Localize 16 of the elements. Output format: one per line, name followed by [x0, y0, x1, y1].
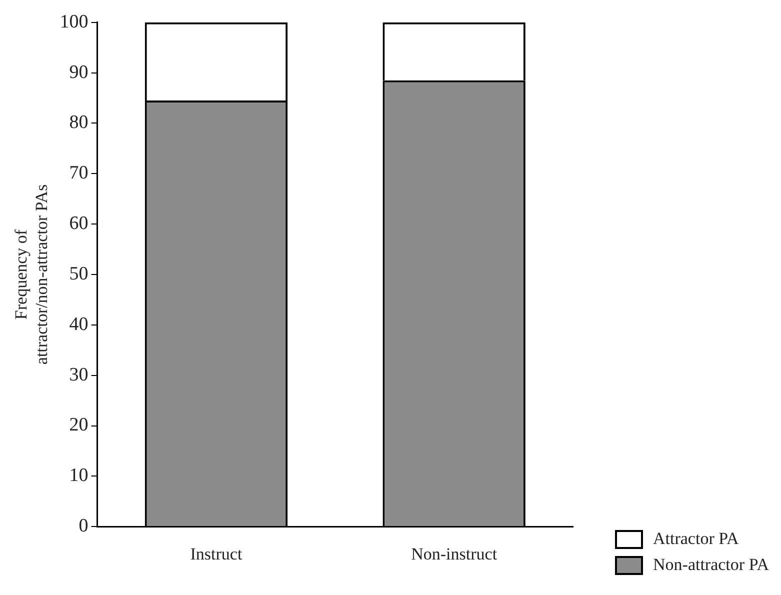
y-tick-label: 50 [69, 263, 88, 284]
x-tick-label: Non-instruct [411, 544, 498, 564]
y-tick-label: 80 [69, 112, 88, 134]
x-tick-label: Instruct [190, 544, 242, 564]
y-tick-label: 60 [69, 213, 88, 234]
text: Non-attractor PA [653, 555, 769, 575]
legend-label: Attractor PA [653, 529, 739, 549]
y-tick-label: 70 [69, 162, 88, 184]
y-tick-label: 40 [69, 314, 88, 335]
y-tick-label: 20 [69, 414, 88, 436]
y-tick-label: 10 [69, 465, 88, 486]
y-tick-label: 0 [78, 516, 88, 537]
y-axis-title: Frequency of attractor/non-attractor PAs [12, 184, 52, 365]
y-tick-label: 100 [60, 11, 88, 32]
y-tick-label: 30 [69, 364, 88, 386]
y-tick-label: 90 [69, 62, 88, 83]
